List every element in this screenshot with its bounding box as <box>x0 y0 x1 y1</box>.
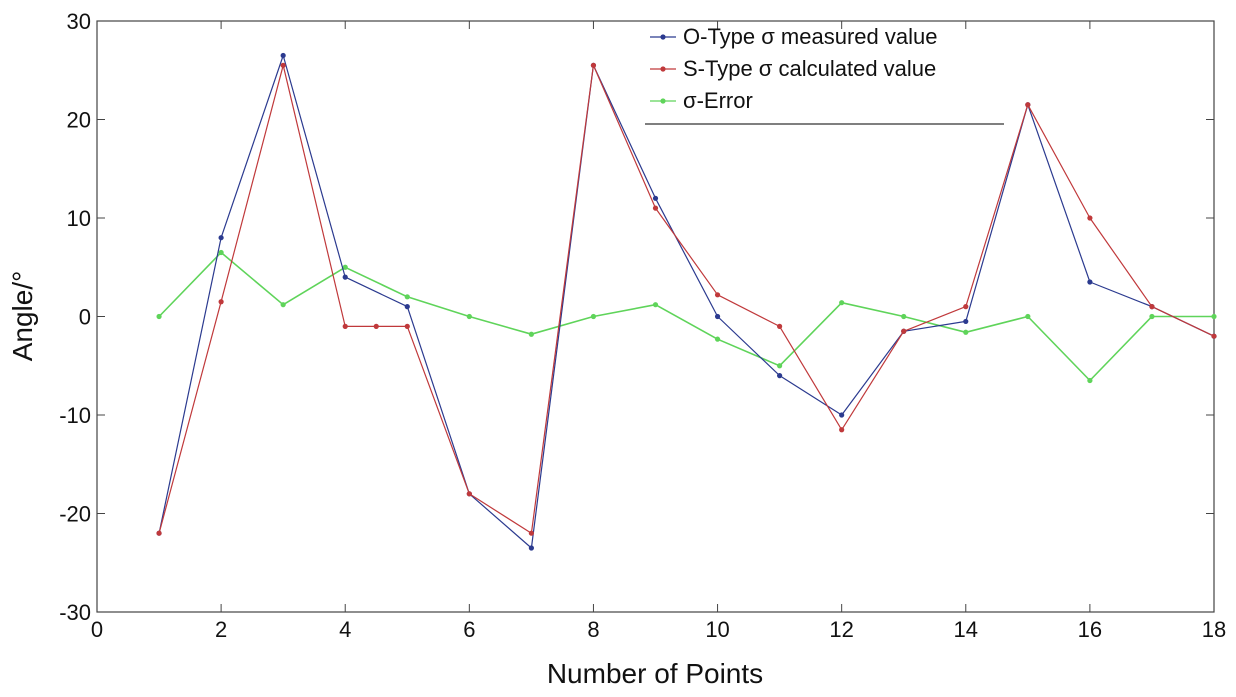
data-point <box>373 323 379 329</box>
legend: O-Type σ measured value S-Type σ calculat… <box>645 24 1004 125</box>
data-point <box>404 294 410 300</box>
series-line <box>158 54 1215 549</box>
data-point <box>652 205 659 211</box>
data-point <box>280 302 286 308</box>
x-tick-label: 12 <box>829 617 853 642</box>
y-tick-label: 10 <box>67 206 91 231</box>
y-tick-label: -30 <box>59 600 91 625</box>
data-point <box>714 313 721 320</box>
data-point <box>1087 215 1093 221</box>
data-point <box>156 313 162 320</box>
data-point <box>590 313 597 320</box>
data-point <box>528 530 534 536</box>
data-point <box>652 302 659 308</box>
data-point <box>839 412 845 418</box>
data-point <box>1025 313 1031 320</box>
data-point <box>777 323 783 329</box>
data-point <box>528 331 534 337</box>
x-tick-label: 4 <box>339 617 351 642</box>
data-point <box>342 264 348 270</box>
y-axis-title: Angle/° <box>7 271 38 362</box>
x-tick-label: 6 <box>463 617 475 642</box>
series-line <box>158 64 1215 534</box>
series-line <box>158 251 1214 382</box>
legend-swatch-marker <box>660 98 666 104</box>
y-tick-label: 20 <box>67 108 91 133</box>
data-point <box>963 304 969 310</box>
series-2 <box>156 62 1217 536</box>
x-tick-label: 10 <box>705 617 729 642</box>
data-point <box>342 323 348 329</box>
data-point <box>280 62 286 68</box>
data-point <box>714 292 721 298</box>
data-point <box>714 336 721 342</box>
data-point <box>218 235 224 241</box>
data-point <box>528 545 534 551</box>
data-point <box>156 530 162 536</box>
y-tick-label: 0 <box>79 305 91 330</box>
data-point <box>590 62 597 68</box>
legend-swatch-marker <box>660 34 666 40</box>
data-point <box>342 274 348 280</box>
data-point <box>777 373 783 379</box>
data-point <box>901 313 907 320</box>
data-point <box>466 491 472 497</box>
legend-label: S-Type σ calculated value <box>683 56 936 81</box>
data-point <box>218 249 224 256</box>
x-tick-label: 0 <box>91 617 103 642</box>
data-point <box>1149 313 1155 320</box>
data-point <box>963 329 969 335</box>
x-tick-label: 8 <box>587 617 599 642</box>
x-tick-label: 14 <box>954 617 978 642</box>
data-point <box>404 323 410 329</box>
series-1 <box>156 52 1217 551</box>
x-tick-label: 2 <box>215 617 227 642</box>
data-point <box>963 318 969 325</box>
data-point <box>1025 102 1031 108</box>
y-tick-label: 30 <box>67 9 91 34</box>
x-axis-title: Number of Points <box>547 658 763 689</box>
data-point <box>404 304 410 310</box>
data-point <box>218 299 224 305</box>
data-point <box>652 195 659 201</box>
data-point <box>280 52 286 59</box>
data-point <box>777 363 783 369</box>
y-tick-label: -10 <box>59 403 91 428</box>
data-point <box>1211 313 1217 320</box>
data-point <box>839 300 845 306</box>
data-point <box>839 427 845 433</box>
x-tick-label: 18 <box>1202 617 1226 642</box>
axis-ticks: 0 2 4 6 8 10 12 14 16 18 -30 -20 -10 0 10 20 30 <box>59 9 1226 642</box>
series-layer <box>156 52 1217 551</box>
y-tick-label: -20 <box>59 502 91 527</box>
legend-label: O-Type σ measured value <box>683 24 937 49</box>
data-point <box>1211 333 1217 339</box>
x-tick-label: 16 <box>1078 617 1102 642</box>
data-point <box>1087 279 1093 285</box>
legend-label: σ-Error <box>683 88 753 113</box>
series-3 <box>156 249 1217 384</box>
data-point <box>1087 377 1093 384</box>
data-point <box>1149 304 1155 310</box>
legend-swatch-marker <box>660 66 666 72</box>
data-point <box>901 328 907 334</box>
data-point <box>466 313 472 320</box>
